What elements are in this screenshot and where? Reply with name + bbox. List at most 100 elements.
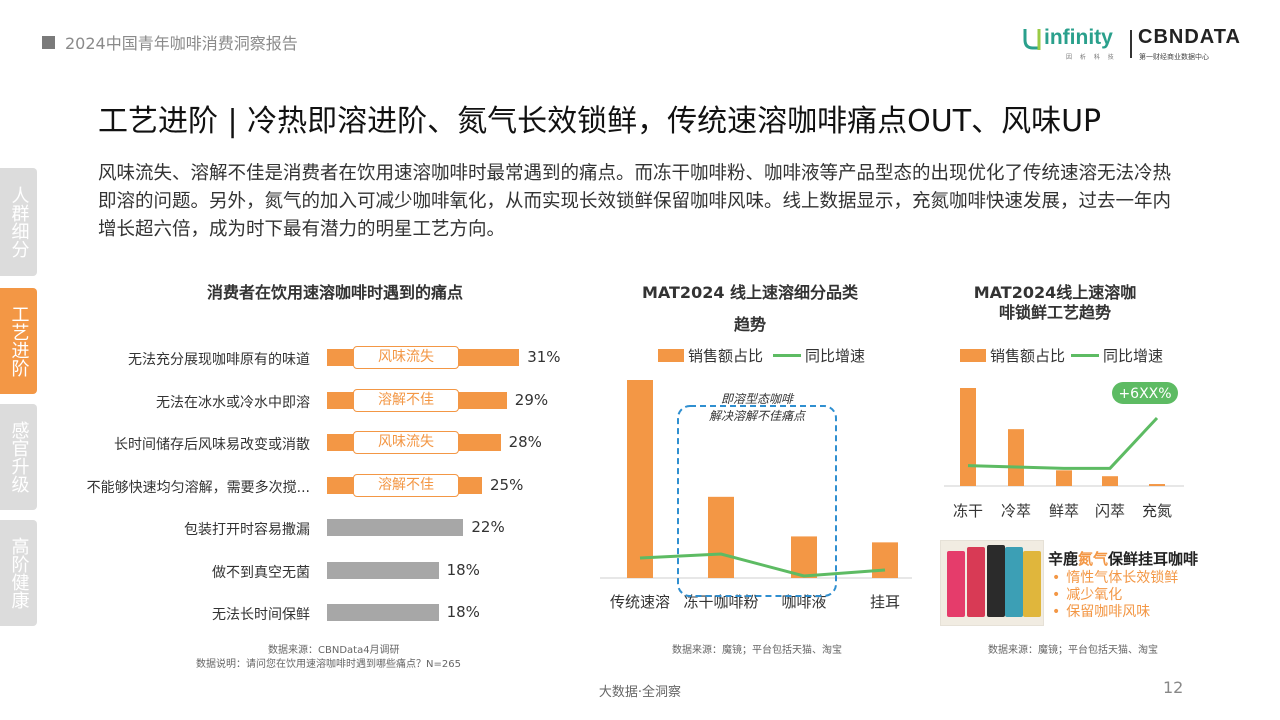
logo-divider xyxy=(1130,30,1132,58)
growth-callout-text: +6XX% xyxy=(1118,386,1171,402)
annotation-text: 即溶型态咖啡 xyxy=(721,392,795,406)
legend-share-label: 销售额占比 xyxy=(990,347,1066,365)
pain-row: 无法充分展现咖啡原有的味道 风味流失 31% xyxy=(0,346,561,369)
infinity-logo-icon xyxy=(1023,29,1041,50)
product-points: 惰性气体长效锁鲜 减少氧化 保留咖啡风味 xyxy=(1052,570,1178,621)
pain-row: 不能够快速均匀溶解，需要多次搅... 溶解不佳 25% xyxy=(0,473,560,497)
product-pack xyxy=(947,551,965,617)
legend-growth-label: 同比增速 xyxy=(805,347,866,365)
pain-tag-badge: 风味流失 xyxy=(353,346,459,369)
x-tick-label: 冻干 xyxy=(953,502,983,520)
chart2-title-line2: 趋势 xyxy=(733,315,766,334)
pain-row: 包装打开时容易撒漏 22% xyxy=(0,517,560,539)
chart1-source: 数据来源：CBNData4月调研 xyxy=(268,645,400,656)
x-tick-label: 传统速溶 xyxy=(610,593,670,611)
report-title: 2024中国青年咖啡消费洞察报告 xyxy=(65,34,298,53)
product-name: 保鲜挂耳咖啡 xyxy=(1108,550,1199,568)
pain-value-label: 28% xyxy=(508,433,542,451)
pain-bar xyxy=(327,604,439,621)
legend-share-label: 销售额占比 xyxy=(688,347,764,365)
share-bar xyxy=(1102,476,1118,486)
side-tab-sensory[interactable]: 感官升级 xyxy=(0,404,37,510)
pain-label: 无法在冰水或冷水中即溶 xyxy=(156,394,310,411)
brand-logo: infinity 因 析 科 技 CBNDATA 第一财经商业数据中心 xyxy=(1022,24,1242,64)
pain-value-label: 31% xyxy=(527,348,561,366)
product-point: 减少氧化 xyxy=(1052,587,1178,604)
pain-row: 无法在冰水或冷水中即溶 溶解不佳 29% xyxy=(0,388,560,412)
growth-callout-bubble xyxy=(1112,382,1178,404)
page-number: 12 xyxy=(1163,678,1184,697)
chart3-title-line2: 啡锁鲜工艺趋势 xyxy=(998,303,1111,322)
pain-bar xyxy=(327,561,439,579)
product-pack xyxy=(1023,551,1041,617)
side-tab-craft[interactable]: 工艺进阶 xyxy=(0,288,37,394)
pain-value-label: 18% xyxy=(446,560,480,579)
share-bar xyxy=(627,380,653,578)
pain-row: 长时间储存后风味易改变或消散 风味流失 28% xyxy=(0,431,560,454)
share-bar xyxy=(791,536,817,578)
dashed-highlight-box xyxy=(677,405,837,597)
footer-brand: 大数据·全洞察 xyxy=(598,685,682,700)
x-tick-label: 挂耳 xyxy=(870,593,900,611)
pain-label: 无法充分展现咖啡原有的味道 xyxy=(128,352,310,368)
chart1-title: 消费者在饮用速溶咖啡时遇到的痛点 xyxy=(206,283,463,302)
intro-paragraph: 风味流失、溶解不佳是消费者在饮用速溶咖啡时最常遇到的痛点。而冻干咖啡粉、咖啡液等… xyxy=(98,163,1172,240)
x-tick-label: 冷萃 xyxy=(1001,502,1031,520)
annotation-text: 解决溶解不佳痛点 xyxy=(709,409,807,423)
share-bar xyxy=(1008,429,1024,486)
pain-value-label: 22% xyxy=(471,518,505,536)
legend-growth-label: 同比增速 xyxy=(1103,347,1164,365)
side-tab-crowd[interactable]: 人群细分 xyxy=(0,168,37,276)
pain-value-label: 25% xyxy=(490,475,524,494)
share-bar xyxy=(872,542,898,578)
product-point: 保留咖啡风味 xyxy=(1052,604,1178,621)
legend-growth-swatch xyxy=(773,354,802,357)
product-highlight: 氮气 xyxy=(1078,550,1109,568)
pain-tag-badge: 风味流失 xyxy=(353,431,459,454)
pain-label: 长时间储存后风味易改变或消散 xyxy=(114,437,310,453)
logo-cbndata-text: CBNDATA xyxy=(1138,26,1241,48)
x-tick-label: 冻干咖啡粉 xyxy=(683,593,758,611)
growth-line xyxy=(967,416,1159,470)
legend-share-swatch xyxy=(960,349,986,362)
pain-tag-badge: 溶解不佳 xyxy=(353,388,459,412)
pain-label: 包装打开时容易撒漏 xyxy=(184,522,310,538)
share-bar xyxy=(1149,484,1165,486)
side-tab-health[interactable]: 高阶健康 xyxy=(0,520,37,626)
product-pack xyxy=(1005,547,1023,617)
growth-line xyxy=(639,552,886,578)
pain-value-label: 18% xyxy=(446,603,480,621)
pain-bar xyxy=(327,519,464,536)
product-title: 辛鹿氮气保鲜挂耳咖啡 xyxy=(1048,548,1198,569)
pain-label: 做不到真空无菌 xyxy=(212,564,310,581)
chart2-source: 数据来源：魔镜；平台包括天猫、淘宝 xyxy=(672,645,842,656)
pain-label: 无法长时间保鲜 xyxy=(212,607,310,623)
product-image xyxy=(940,540,1044,626)
logo-cbndata-sub: 第一财经商业数据中心 xyxy=(1139,53,1209,61)
share-bar xyxy=(960,388,976,486)
report-title-tag: 2024中国青年咖啡消费洞察报告 xyxy=(42,30,298,54)
product-brand: 辛鹿 xyxy=(1048,550,1079,568)
share-bar xyxy=(708,496,734,578)
product-pack xyxy=(987,545,1005,617)
share-bar xyxy=(1056,470,1072,486)
x-tick-label: 充氮 xyxy=(1142,502,1172,520)
product-pack xyxy=(967,547,985,617)
logo-infinity-sub: 因 析 科 技 xyxy=(1066,54,1117,61)
x-tick-label: 鲜萃 xyxy=(1049,502,1079,520)
pain-label: 不能够快速均匀溶解，需要多次搅... xyxy=(86,479,310,496)
x-tick-label: 咖啡液 xyxy=(781,593,826,611)
fresh-lock-trend-chart: 冻干 冷萃 鲜萃 闪萃 充氮 +6XX% xyxy=(944,382,1184,520)
title-square-icon xyxy=(42,35,55,49)
logo-infinity-text: infinity xyxy=(1044,26,1113,49)
chart1-note: 数据说明：请问您在饮用速溶咖啡时遇到哪些痛点？N=265 xyxy=(196,659,461,670)
chart3-source: 数据来源：魔镜；平台包括天猫、淘宝 xyxy=(988,645,1158,656)
x-tick-label: 闪萃 xyxy=(1095,502,1125,520)
pain-row: 做不到真空无菌 18% xyxy=(0,560,560,582)
page-title: 工艺进阶 | 冷热即溶进阶、氮气长效锁鲜，传统速溶咖啡痛点OUT、风味UP xyxy=(98,104,1102,139)
chart2-title-line1: MAT2024 线上速溶细分品类 xyxy=(641,283,859,302)
pain-value-label: 29% xyxy=(514,390,549,409)
pain-row: 无法长时间保鲜 18% xyxy=(0,602,560,624)
chart3-legend: 销售额占比 同比增速 xyxy=(960,345,1163,366)
